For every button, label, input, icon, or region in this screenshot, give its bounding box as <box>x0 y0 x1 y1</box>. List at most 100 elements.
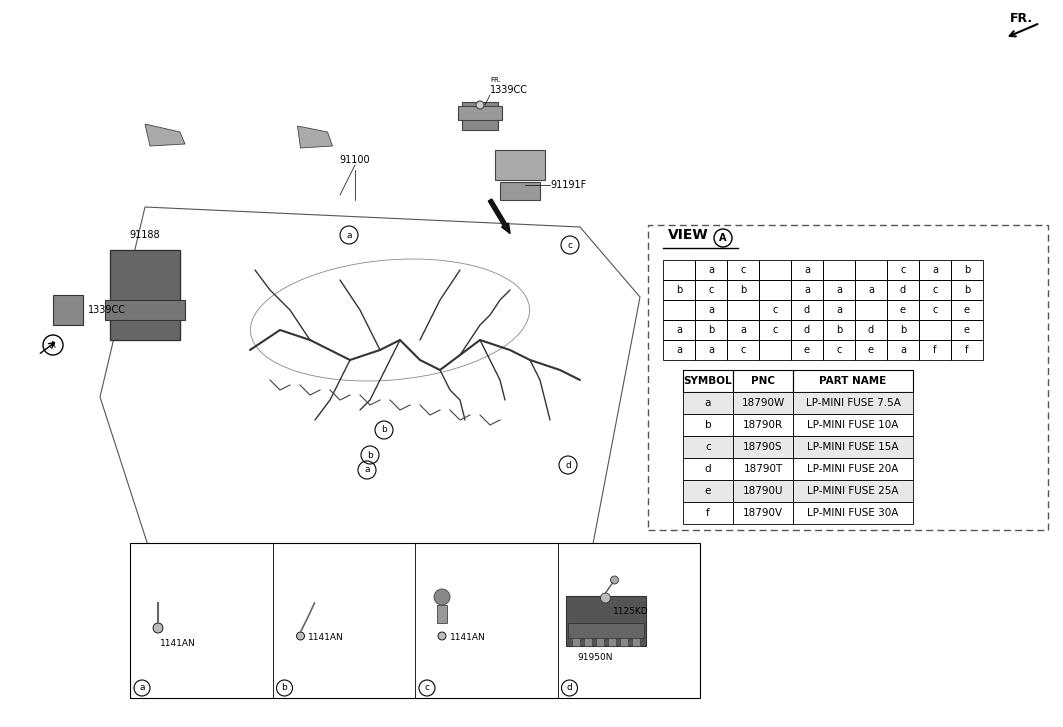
Text: LP-MINI FUSE 30A: LP-MINI FUSE 30A <box>807 508 898 518</box>
Bar <box>727 280 759 300</box>
Bar <box>105 300 185 320</box>
Bar <box>793 370 913 392</box>
Bar <box>887 300 919 320</box>
Bar <box>919 320 951 340</box>
Text: LP-MINI FUSE 10A: LP-MINI FUSE 10A <box>807 420 898 430</box>
Bar <box>733 392 793 414</box>
Bar <box>951 280 983 300</box>
Bar <box>566 596 645 646</box>
Text: b: b <box>382 425 387 435</box>
Text: b: b <box>676 285 682 295</box>
Text: a: a <box>740 325 746 335</box>
Text: c: c <box>708 285 713 295</box>
Bar <box>733 414 793 436</box>
Text: b: b <box>708 325 714 335</box>
Bar <box>951 320 983 340</box>
Text: PART NAME: PART NAME <box>820 376 887 386</box>
Text: 18790R: 18790R <box>743 420 783 430</box>
Text: 1141AN: 1141AN <box>161 638 196 648</box>
Bar <box>684 480 733 502</box>
Bar <box>684 392 733 414</box>
Text: a: a <box>139 683 145 693</box>
Text: b: b <box>705 420 711 430</box>
Bar <box>823 340 855 360</box>
Bar <box>791 300 823 320</box>
Text: c: c <box>932 285 938 295</box>
Bar <box>887 260 919 280</box>
Text: c: c <box>705 442 711 452</box>
Text: 91188: 91188 <box>130 230 161 240</box>
Text: e: e <box>900 305 906 315</box>
Bar <box>727 320 759 340</box>
Text: LP-MINI FUSE 7.5A: LP-MINI FUSE 7.5A <box>806 398 900 408</box>
Bar <box>951 340 983 360</box>
Text: a: a <box>836 285 842 295</box>
Circle shape <box>434 589 450 605</box>
Bar <box>607 638 615 646</box>
Bar <box>684 436 733 458</box>
Bar <box>663 280 695 300</box>
Text: a: a <box>900 345 906 355</box>
Text: LP-MINI FUSE 25A: LP-MINI FUSE 25A <box>807 486 898 496</box>
Text: 1125KD: 1125KD <box>612 606 648 616</box>
Text: b: b <box>740 285 746 295</box>
Bar <box>951 300 983 320</box>
Bar <box>663 300 695 320</box>
Bar <box>791 320 823 340</box>
Bar <box>695 260 727 280</box>
Text: 1339CC: 1339CC <box>88 305 126 315</box>
Text: e: e <box>804 345 810 355</box>
Bar <box>684 458 733 480</box>
Bar <box>684 502 733 524</box>
Text: e: e <box>868 345 874 355</box>
Text: c: c <box>837 345 842 355</box>
Text: a: a <box>347 230 352 239</box>
Text: LP-MINI FUSE 15A: LP-MINI FUSE 15A <box>807 442 898 452</box>
Text: a: a <box>868 285 874 295</box>
Text: d: d <box>567 683 572 693</box>
Text: 18790T: 18790T <box>743 464 782 474</box>
Text: b: b <box>964 265 971 275</box>
Text: c: c <box>773 305 778 315</box>
Bar <box>727 260 759 280</box>
Text: A: A <box>720 233 727 243</box>
Text: d: d <box>804 325 810 335</box>
Text: f: f <box>965 345 968 355</box>
Text: LP-MINI FUSE 20A: LP-MINI FUSE 20A <box>807 464 898 474</box>
Text: b: b <box>964 285 971 295</box>
Bar <box>631 638 640 646</box>
Text: 91950N: 91950N <box>577 654 613 662</box>
Bar <box>759 260 791 280</box>
Text: a: a <box>705 398 711 408</box>
Text: c: c <box>932 305 938 315</box>
Polygon shape <box>145 124 185 146</box>
Text: e: e <box>964 325 971 335</box>
Text: c: c <box>740 345 745 355</box>
Bar <box>887 280 919 300</box>
Bar <box>568 623 643 638</box>
Bar <box>695 340 727 360</box>
Text: f: f <box>933 345 937 355</box>
Bar <box>823 280 855 300</box>
Bar <box>951 260 983 280</box>
Bar <box>572 638 579 646</box>
Bar <box>793 392 913 414</box>
Text: 91100: 91100 <box>340 155 370 165</box>
Bar <box>109 250 180 340</box>
Text: c: c <box>740 265 745 275</box>
Text: a: a <box>708 305 714 315</box>
Text: d: d <box>804 305 810 315</box>
Bar <box>620 638 627 646</box>
Bar <box>855 280 887 300</box>
Text: 1141AN: 1141AN <box>450 633 486 643</box>
Text: c: c <box>773 325 778 335</box>
Bar <box>695 300 727 320</box>
Bar <box>823 320 855 340</box>
Text: b: b <box>367 451 373 459</box>
Bar <box>823 300 855 320</box>
Bar <box>759 280 791 300</box>
Text: a: a <box>804 285 810 295</box>
Bar <box>793 436 913 458</box>
Text: SYMBOL: SYMBOL <box>684 376 732 386</box>
Bar <box>759 320 791 340</box>
